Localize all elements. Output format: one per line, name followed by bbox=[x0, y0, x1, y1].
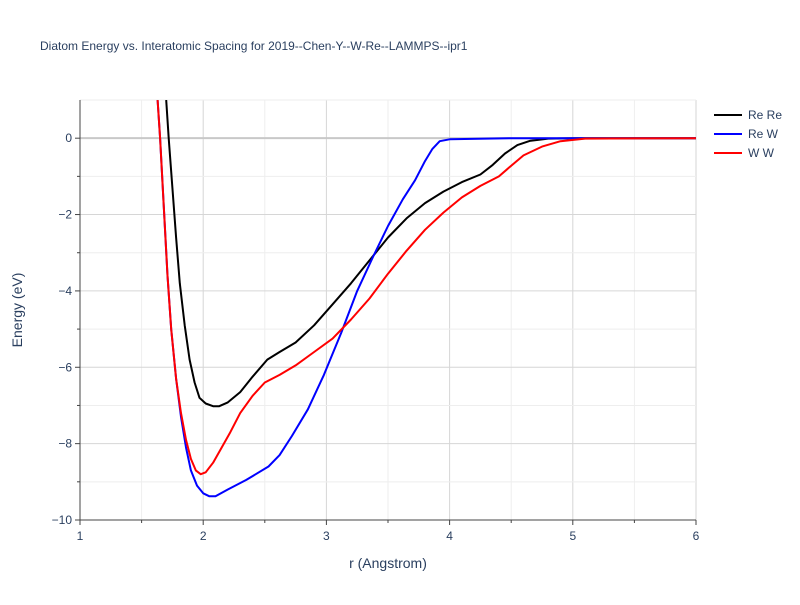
x-tick-label: 3 bbox=[323, 529, 330, 543]
y-tick-label: −2 bbox=[58, 208, 72, 222]
x-tick-label: 1 bbox=[77, 529, 84, 543]
x-tick-label: 2 bbox=[200, 529, 207, 543]
legend-item[interactable]: Re Re bbox=[714, 108, 782, 122]
legend-label: Re Re bbox=[748, 108, 782, 122]
legend-label: W W bbox=[748, 146, 775, 160]
y-tick-label: −6 bbox=[58, 360, 72, 374]
chart-title: Diatom Energy vs. Interatomic Spacing fo… bbox=[40, 39, 468, 53]
series-line-re-w bbox=[156, 100, 696, 498]
series-line-re-re bbox=[165, 100, 696, 408]
y-axis-label: Energy (eV) bbox=[9, 273, 25, 348]
legend[interactable]: Re Re Re W W W bbox=[714, 108, 782, 160]
legend-item[interactable]: Re W bbox=[714, 127, 779, 141]
x-tick-label: 5 bbox=[569, 529, 576, 543]
y-tick-label: 0 bbox=[65, 131, 72, 145]
y-tick-label: −8 bbox=[58, 437, 72, 451]
x-axis-label: r (Angstrom) bbox=[349, 555, 427, 571]
y-tick-label: −10 bbox=[52, 513, 73, 527]
x-tick-label: 6 bbox=[693, 529, 700, 543]
axis-layer: 1 2 3 4 5 6 −10 −8 −6 −4 −2 0 bbox=[52, 100, 700, 543]
plot-layer bbox=[156, 100, 696, 498]
y-tick-label: −4 bbox=[58, 284, 72, 298]
grid-layer bbox=[80, 99, 697, 520]
legend-label: Re W bbox=[748, 127, 779, 141]
legend-item[interactable]: W W bbox=[714, 146, 775, 160]
x-tick-label: 4 bbox=[446, 529, 453, 543]
series-line-w-w bbox=[156, 100, 696, 476]
